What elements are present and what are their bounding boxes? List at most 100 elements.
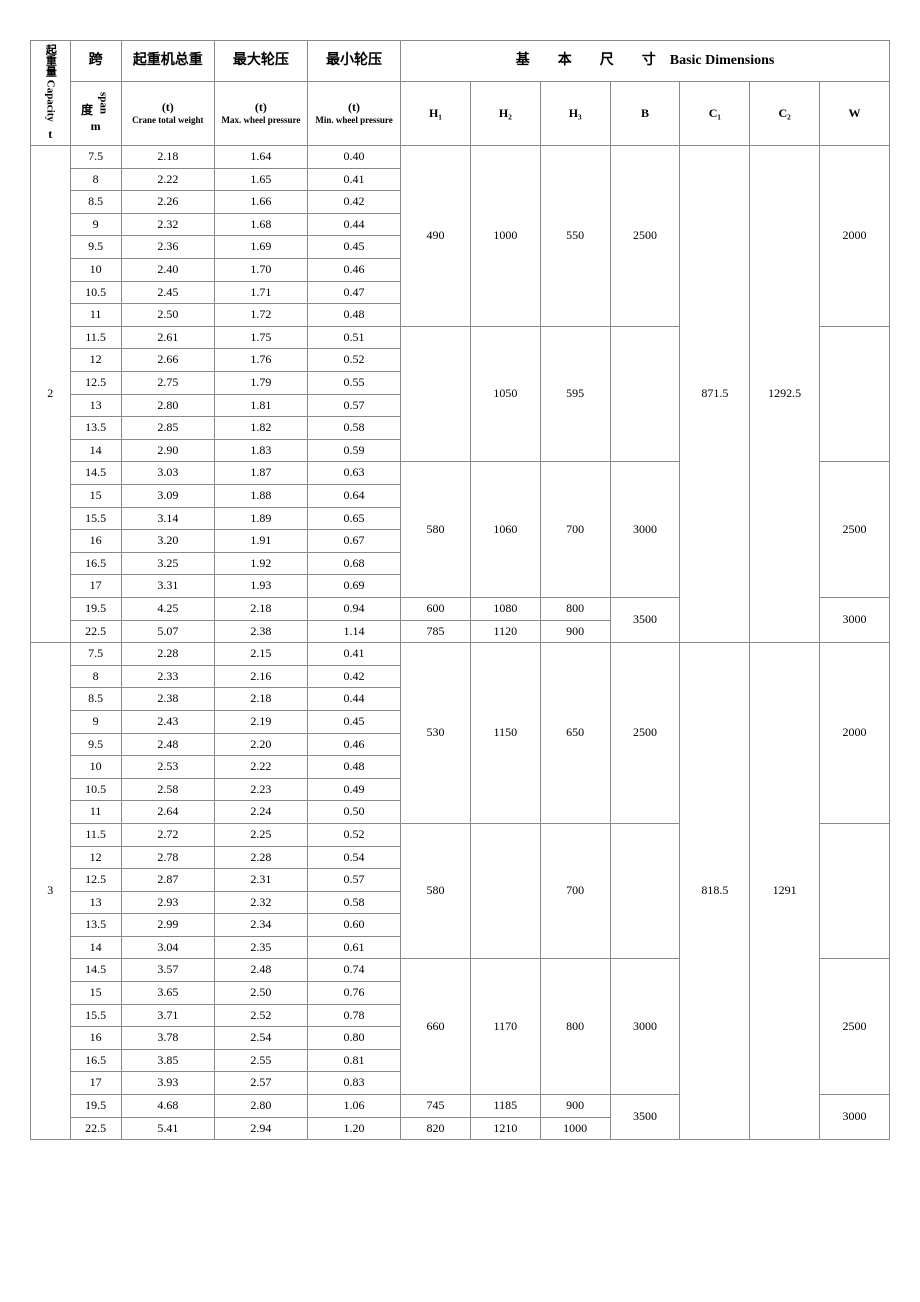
span-cell: 10.5: [70, 281, 121, 304]
h3-cell: 900: [540, 620, 610, 643]
max-cell: 1.72: [214, 304, 307, 327]
max-cell: 1.92: [214, 552, 307, 575]
span-cell: 15.5: [70, 507, 121, 530]
h3-cell: 595: [540, 326, 610, 462]
w-cell: 2500: [820, 959, 890, 1095]
tw-cell: 2.58: [121, 778, 214, 801]
min-cell: 1.14: [307, 620, 400, 643]
c1-cell: 818.5: [680, 643, 750, 1140]
b-cell: 3000: [610, 959, 680, 1095]
span-cell: 9.5: [70, 733, 121, 756]
max-cell: 2.48: [214, 959, 307, 982]
tw-cell: 2.80: [121, 394, 214, 417]
header-h2: H₂: [470, 81, 540, 145]
span-cell: 10.5: [70, 778, 121, 801]
header-dims: 基 本 尺 寸 Basic Dimensions: [401, 41, 890, 82]
span-cell: 12.5: [70, 869, 121, 892]
max-cell: 2.50: [214, 982, 307, 1005]
tw-cell: 3.03: [121, 462, 214, 485]
max-cell: 2.54: [214, 1027, 307, 1050]
tw-cell: 2.48: [121, 733, 214, 756]
span-cell: 7.5: [70, 643, 121, 666]
span-cell: 13: [70, 394, 121, 417]
tw-cell: 3.93: [121, 1072, 214, 1095]
h2-cell: 1060: [470, 462, 540, 598]
min-cell: 0.64: [307, 485, 400, 508]
tw-cell: 3.04: [121, 936, 214, 959]
tw-cell: 2.43: [121, 710, 214, 733]
span-cell: 13.5: [70, 417, 121, 440]
max-cell: 2.57: [214, 1072, 307, 1095]
max-cell: 2.18: [214, 597, 307, 620]
max-cell: 2.24: [214, 801, 307, 824]
header-b: B: [610, 81, 680, 145]
h3-cell: 900: [540, 1095, 610, 1118]
min-cell: 0.44: [307, 213, 400, 236]
span-cell: 11: [70, 304, 121, 327]
max-cell: 2.15: [214, 643, 307, 666]
max-cell: 1.82: [214, 417, 307, 440]
table-body: 27.52.181.640.4049010005502500871.51292.…: [31, 146, 890, 1140]
max-cell: 2.35: [214, 936, 307, 959]
span-cell: 11: [70, 801, 121, 824]
tw-cell: 2.45: [121, 281, 214, 304]
max-cell: 1.69: [214, 236, 307, 259]
tw-cell: 2.33: [121, 665, 214, 688]
max-cell: 1.68: [214, 213, 307, 236]
min-cell: 0.69: [307, 575, 400, 598]
max-cell: 2.20: [214, 733, 307, 756]
h1-cell: 580: [401, 462, 471, 598]
span-cell: 8.5: [70, 191, 121, 214]
tw-cell: 2.38: [121, 688, 214, 711]
header-total-weight-sub: (t) Crane total weight: [121, 81, 214, 145]
max-cell: 2.19: [214, 710, 307, 733]
w-cell: 2500: [820, 462, 890, 598]
max-cell: 2.55: [214, 1049, 307, 1072]
tw-cell: 2.53: [121, 756, 214, 779]
min-cell: 0.42: [307, 665, 400, 688]
min-cell: 0.58: [307, 891, 400, 914]
tw-cell: 3.14: [121, 507, 214, 530]
span-cell: 12: [70, 349, 121, 372]
min-cell: 0.59: [307, 439, 400, 462]
max-cell: 1.83: [214, 439, 307, 462]
min-cell: 0.55: [307, 372, 400, 395]
span-cell: 12: [70, 846, 121, 869]
min-cell: 0.94: [307, 597, 400, 620]
min-cell: 0.46: [307, 733, 400, 756]
span-cell: 14: [70, 439, 121, 462]
span-cell: 13.5: [70, 914, 121, 937]
tw-cell: 3.71: [121, 1004, 214, 1027]
max-cell: 2.18: [214, 688, 307, 711]
min-cell: 0.61: [307, 936, 400, 959]
header-span-sub: 度 span m: [70, 81, 121, 145]
max-cell: 2.94: [214, 1117, 307, 1140]
tw-cell: 2.36: [121, 236, 214, 259]
b-cell: 3000: [610, 462, 680, 598]
max-cell: 2.25: [214, 823, 307, 846]
span-cell: 16: [70, 1027, 121, 1050]
min-cell: 0.80: [307, 1027, 400, 1050]
min-cell: 0.52: [307, 349, 400, 372]
span-cell: 8.5: [70, 688, 121, 711]
max-cell: 1.66: [214, 191, 307, 214]
table-row: 37.52.282.150.4153011506502500818.512912…: [31, 643, 890, 666]
span-cell: 9: [70, 710, 121, 733]
min-cell: 0.81: [307, 1049, 400, 1072]
tw-cell: 3.85: [121, 1049, 214, 1072]
tw-cell: 2.87: [121, 869, 214, 892]
tw-cell: 2.50: [121, 304, 214, 327]
span-cell: 15: [70, 485, 121, 508]
tw-cell: 5.41: [121, 1117, 214, 1140]
span-cell: 8: [70, 665, 121, 688]
min-cell: 0.74: [307, 959, 400, 982]
tw-cell: 3.65: [121, 982, 214, 1005]
max-cell: 2.38: [214, 620, 307, 643]
min-cell: 0.41: [307, 643, 400, 666]
b-cell: [610, 823, 680, 959]
tw-cell: 3.25: [121, 552, 214, 575]
span-cell: 19.5: [70, 1095, 121, 1118]
header-max-wheel-top: 最大轮压: [214, 41, 307, 82]
max-cell: 2.28: [214, 846, 307, 869]
header-min-wheel-top: 最小轮压: [307, 41, 400, 82]
